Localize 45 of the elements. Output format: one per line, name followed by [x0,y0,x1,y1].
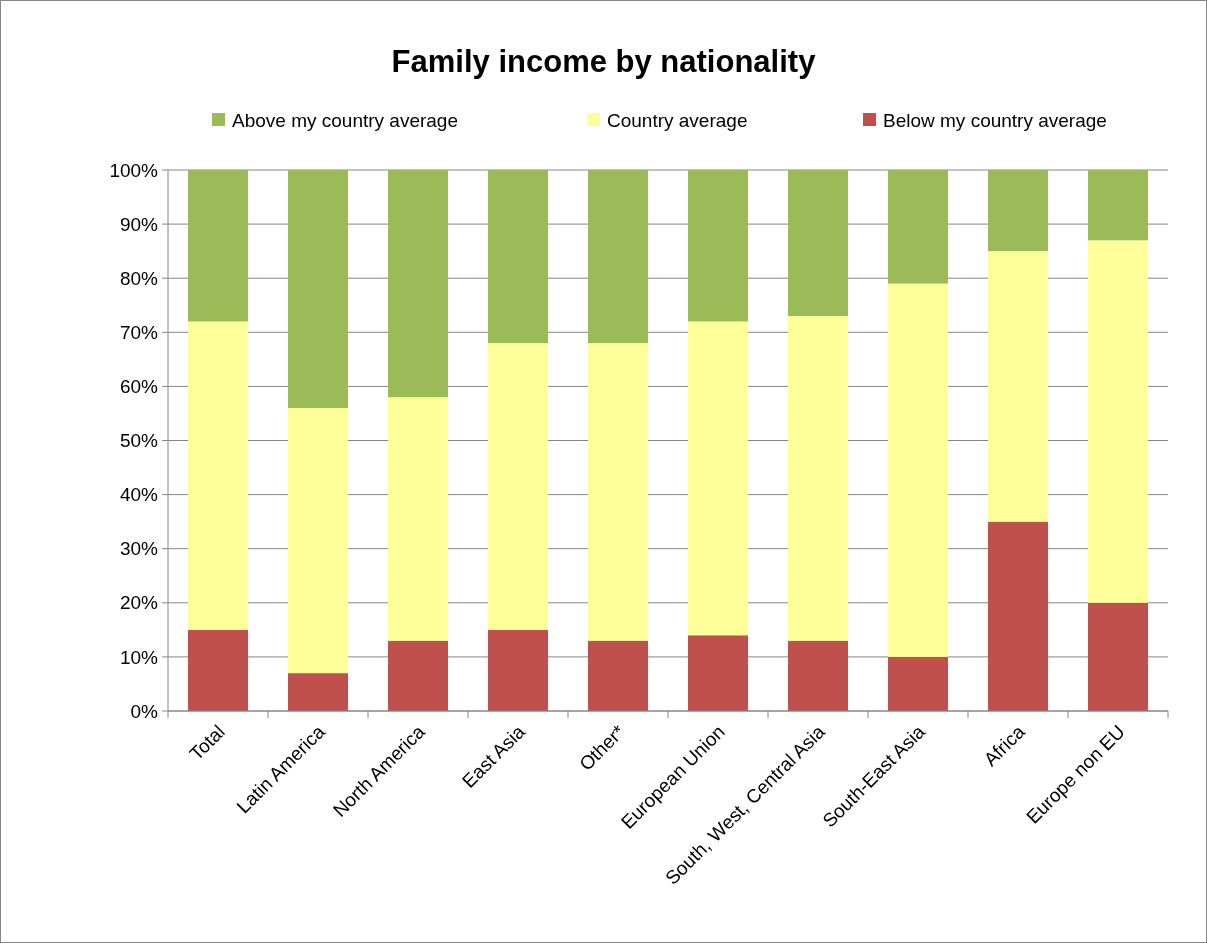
bar [388,170,448,398]
bar [488,343,548,630]
bar [488,629,548,711]
y-tick-label: 40% [119,484,159,506]
bar [1088,170,1148,241]
bar [788,170,848,317]
y-tick-label: 0% [130,700,159,722]
legend-label: Above my country average [232,110,459,131]
y-tick-label: 20% [119,592,159,614]
y-tick-label: 60% [119,376,159,398]
y-tick-label: 70% [119,321,159,343]
bar [988,170,1048,252]
bar [688,170,748,322]
bar [988,251,1048,522]
y-tick-label: 90% [119,213,159,235]
y-tick-label: 10% [119,646,159,668]
y-tick-label: 100% [109,159,159,181]
bar [288,408,348,674]
legend-label: Below my country average [883,110,1107,131]
bar [188,170,248,322]
bar [288,673,348,711]
y-tick-label: 80% [119,267,159,289]
bar [388,640,448,711]
bar [988,521,1048,711]
bar [888,170,948,284]
bar [588,170,648,344]
bar [788,316,848,641]
bar [488,170,548,344]
bar [888,656,948,711]
bar [688,321,748,636]
bar [888,283,948,657]
y-tick-label: 50% [119,430,159,452]
bar [1088,240,1148,603]
bar [188,629,248,711]
bar [588,343,648,641]
y-tick-label: 30% [119,538,159,560]
bar [588,640,648,711]
bar [788,640,848,711]
bar [688,635,748,711]
bar [388,397,448,641]
bar [1088,602,1148,711]
legend-label: Country average [607,110,748,131]
bar [288,170,348,409]
bar [188,321,248,630]
chart-title: Family income by nationality [391,44,817,79]
